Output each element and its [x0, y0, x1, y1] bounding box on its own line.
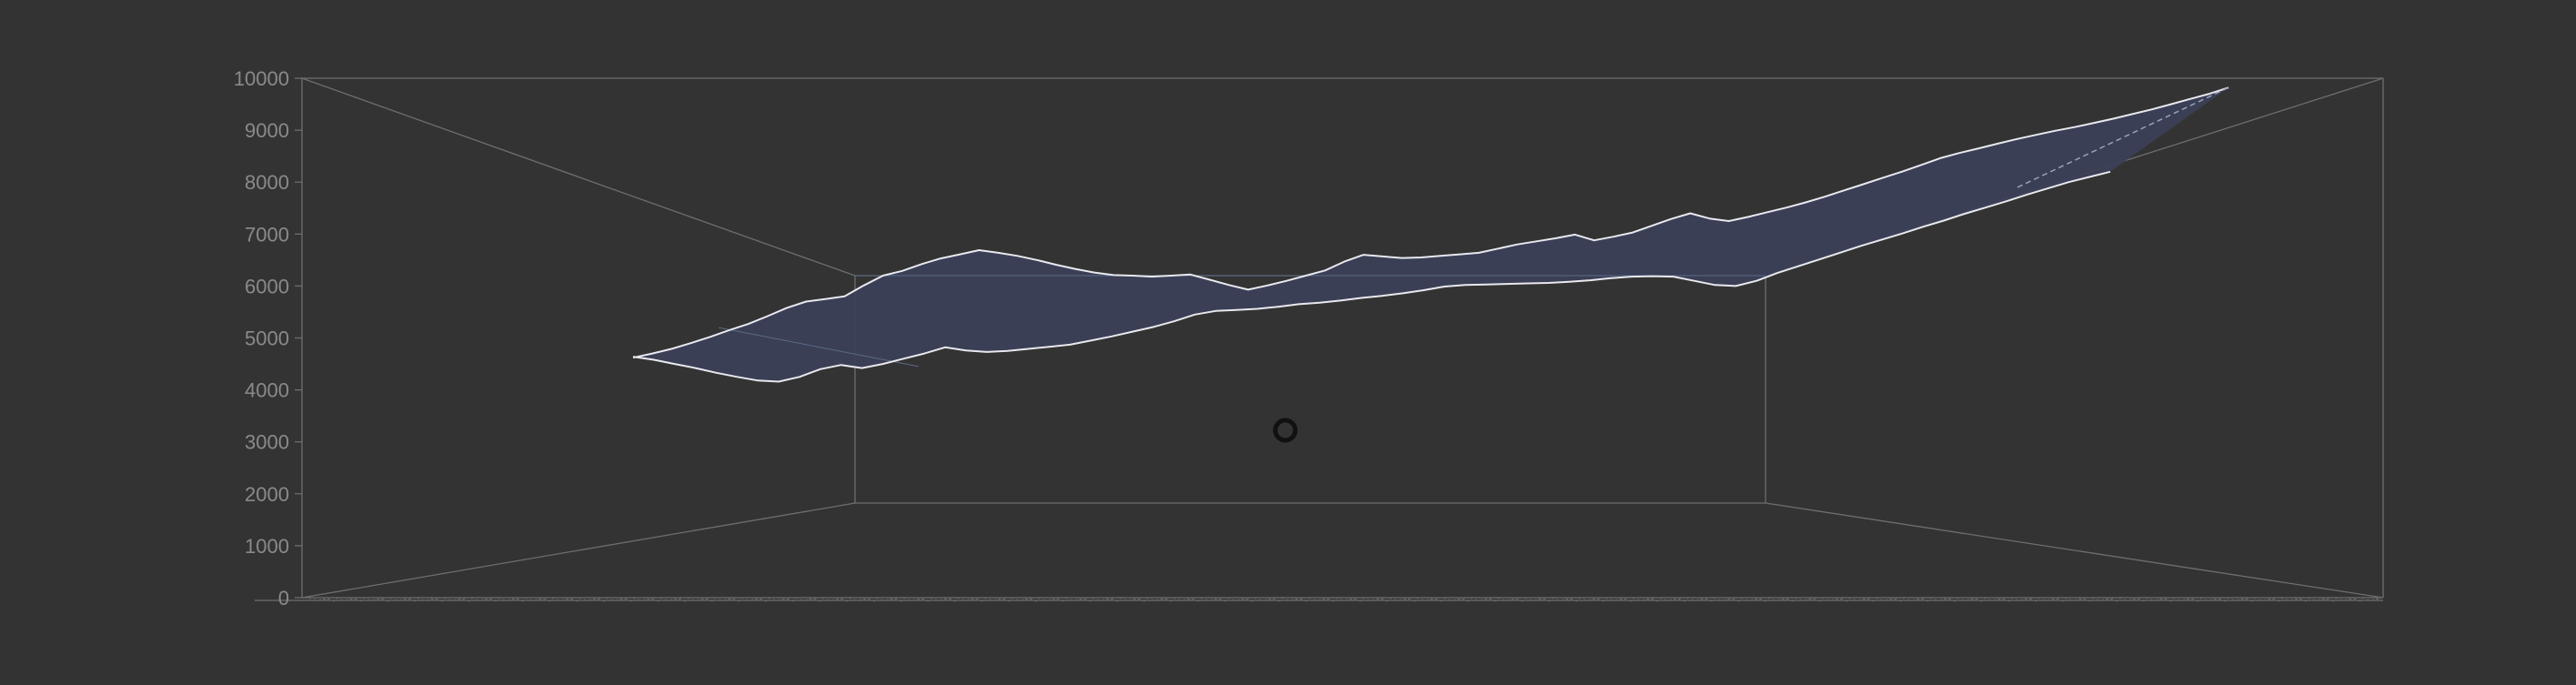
y-tick-label: 1000: [245, 535, 289, 558]
surface-dashed-edge: [2017, 86, 2229, 188]
y-tick-label: 2000: [245, 483, 289, 506]
surface-lower-edge: [632, 170, 2111, 383]
y-tick-label: 8000: [245, 171, 289, 194]
surface-upper-edge: [632, 86, 2229, 359]
y-tick-label: 5000: [245, 327, 289, 350]
y-axis-ticks: 0 1000 2000 3000 4000 5000 6000 7000 8000 9000 100…: [234, 67, 302, 609]
surface-mesh-line: [718, 327, 920, 368]
surface-fill: [633, 87, 2229, 382]
cursor-ring-icon: [1273, 418, 1298, 443]
floor-texture: [308, 597, 2380, 602]
y-tick-label: 7000: [245, 223, 289, 246]
y-tick-label: 10000: [234, 67, 289, 90]
y-tick-label: 0: [278, 587, 289, 609]
frame-diag-top-left: [301, 77, 856, 277]
y-tick-label: 3000: [245, 431, 289, 454]
surface-mesh: [632, 86, 2229, 383]
y-tick-label: 4000: [245, 379, 289, 402]
floor-speckle: [308, 597, 2380, 602]
frame-diag-bottom-left: [301, 502, 856, 599]
frame-diag-bottom-right: [1765, 502, 2384, 599]
y-tick-label: 9000: [245, 119, 289, 142]
y-tick-label: 6000: [245, 275, 289, 297]
